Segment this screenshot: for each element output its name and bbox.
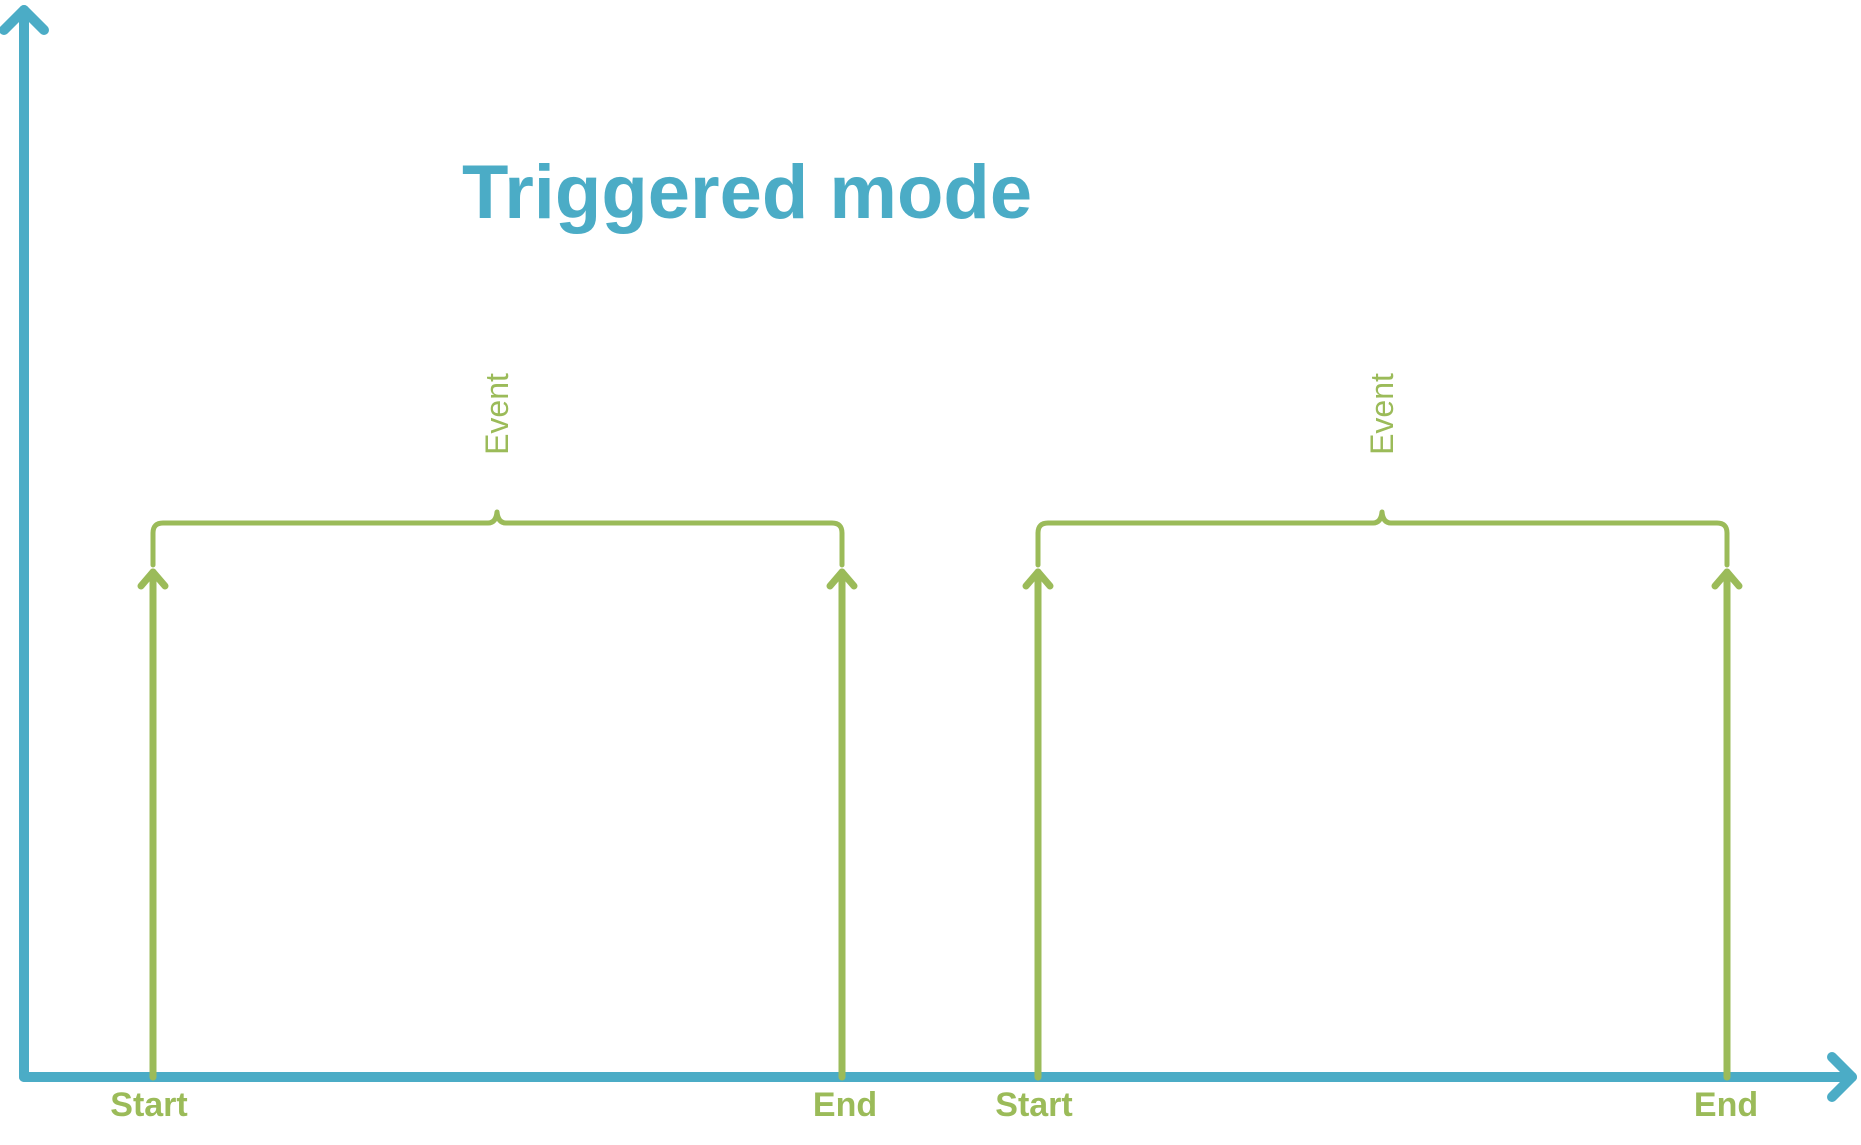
end-arrowhead-2 [1711,568,1743,590]
axes [0,5,1857,1102]
x-axis-arrowhead [1827,1052,1857,1102]
end-label-2: End [1694,1086,1758,1124]
event-label-2: Event [1364,373,1400,455]
event-brace-2 [1035,509,1730,568]
start-label-2: Start [995,1086,1072,1124]
event-label-1: Event [479,373,515,455]
end-arrowhead-1 [826,568,858,590]
start-label-1: Start [110,1086,187,1124]
event-group-2: Event Start End [995,373,1758,1124]
end-label-1: End [813,1086,877,1124]
event-group-1: Event Start End [110,373,877,1124]
event-brace-1 [150,509,845,568]
y-axis-arrowhead [0,5,49,35]
start-arrowhead-2 [1022,568,1054,590]
diagram-title: Triggered mode [462,150,1032,235]
start-arrowhead-1 [137,568,169,590]
